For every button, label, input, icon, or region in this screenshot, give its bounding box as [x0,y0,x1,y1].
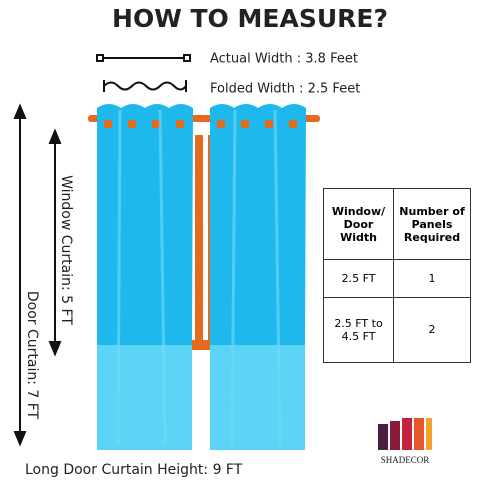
curtains [97,104,306,450]
actual-width: Actual Width : 3.8 Feet [210,52,358,67]
long-door-label: Long Door Curtain Height: 9 FT [25,462,243,478]
brand-logo [378,418,432,450]
table-header: Window/ Door Width Number of Panels Requ… [322,188,471,260]
table-cell: 2.5 FT [322,259,395,298]
table-cell: 2 [393,296,471,364]
width-icons [96,54,191,92]
table-cell: 2.5 FT to 4.5 FT [322,296,395,364]
header-cell: Number of Panels Required [393,188,471,260]
window-curtain-label: Window Curtain: 5 FT [58,175,74,325]
table-row: 2.5 FT to 4.5 FT 2 [322,296,471,364]
folded-width: Folded Width : 2.5 Feet [210,82,360,97]
title: HOW TO MEASURE? [112,4,388,33]
panel-table: Window/ Door Width Number of Panels Requ… [322,188,471,364]
header-cell: Window/ Door Width [322,188,395,260]
table-cell: 1 [393,259,471,298]
table-row: 2.5 FT 1 [322,259,471,298]
height-arrows [13,103,62,447]
door-curtain-label: Door Curtain: 7 FT [24,291,40,420]
brand-name: SHADECOR [381,455,430,465]
